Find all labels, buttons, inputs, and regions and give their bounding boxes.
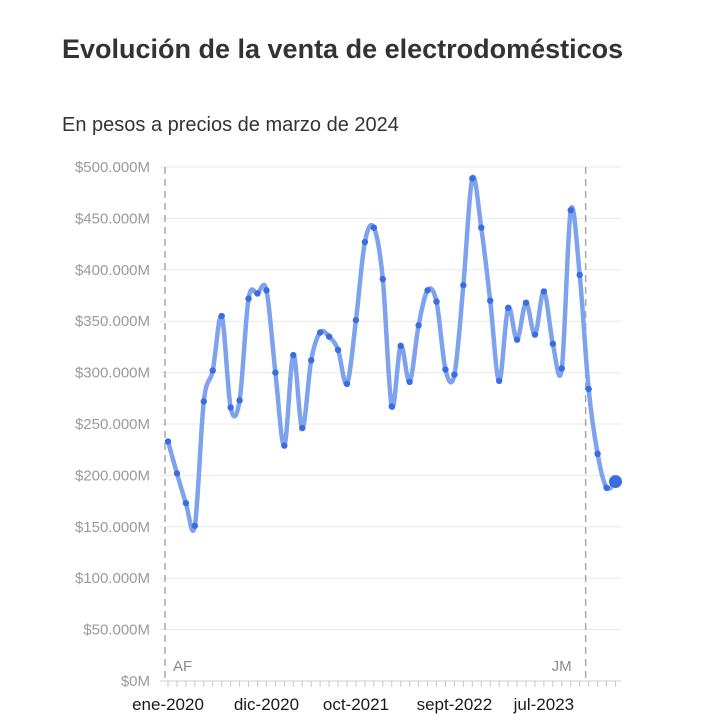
data-point [227, 404, 234, 411]
data-point [388, 403, 395, 410]
reference-lines: AF JM [164, 167, 587, 681]
data-point [361, 238, 369, 246]
data-point [469, 175, 476, 182]
data-point [334, 346, 342, 354]
x-axis-ticks: ene-2020 dic-2020 oct-2021 sept-2022 jul-202… [132, 681, 616, 714]
x-tick-label: dic-2020 [234, 695, 299, 714]
data-point [281, 442, 288, 449]
y-tick-label: $150.000M [75, 519, 150, 536]
data-point [263, 287, 270, 294]
data-point [504, 304, 512, 312]
series-line [165, 174, 618, 533]
y-tick-label: $450.000M [75, 210, 150, 227]
data-point [164, 438, 172, 445]
data-point [397, 342, 404, 350]
data-point [585, 385, 592, 393]
data-point [576, 271, 583, 279]
data-point [603, 484, 610, 491]
data-point [308, 357, 315, 364]
data-point [522, 299, 530, 306]
data-point [299, 424, 306, 432]
x-tick-label: jul-2023 [513, 695, 575, 714]
data-point [236, 397, 243, 404]
latest-data-point [609, 475, 622, 489]
y-tick-label: $50.000M [83, 622, 150, 639]
chart-title: Evolución de la venta de electrodoméstic… [62, 34, 624, 64]
y-tick-label: $100.000M [75, 570, 150, 587]
data-point [442, 366, 449, 373]
y-tick-label: $200.000M [75, 467, 150, 484]
data-point [254, 290, 261, 297]
x-tick-label: ene-2020 [132, 695, 204, 714]
data-point [540, 288, 548, 295]
x-tick-label: sept-2022 [417, 695, 493, 714]
y-tick-label: $300.000M [75, 365, 150, 382]
y-tick-label: $350.000M [75, 313, 150, 330]
y-tick-label: $250.000M [75, 416, 150, 433]
data-point [191, 522, 199, 529]
data-point [415, 322, 422, 329]
data-point [316, 329, 324, 336]
x-tick-label: oct-2021 [323, 695, 389, 714]
data-point [182, 499, 190, 507]
data-point [352, 316, 360, 324]
chart-subtitle: En pesos a precios de marzo de 2024 [62, 114, 399, 136]
data-point [325, 333, 333, 340]
data-point [531, 331, 539, 338]
data-point [406, 378, 413, 386]
data-point [433, 298, 440, 305]
y-tick-label: $0M [121, 673, 150, 690]
gridlines [160, 166, 621, 682]
annotation-label: AF [173, 658, 192, 675]
data-point [558, 365, 565, 372]
data-point [173, 470, 181, 477]
annotation-label: JM [552, 658, 572, 675]
data-point [451, 371, 458, 378]
data-point [245, 295, 252, 302]
data-point [594, 450, 601, 458]
data-point [487, 297, 494, 304]
data-point [549, 340, 557, 348]
data-point [513, 336, 521, 343]
series-layer [164, 174, 622, 533]
data-point [460, 282, 467, 289]
data-point [290, 351, 297, 359]
data-point [343, 380, 351, 388]
data-point [218, 312, 225, 320]
data-point [478, 224, 485, 231]
data-point [370, 224, 378, 231]
data-point [567, 206, 574, 214]
data-point [495, 377, 503, 385]
data-point [200, 398, 207, 405]
y-tick-label: $400.000M [75, 262, 150, 279]
data-point [379, 275, 386, 283]
y-tick-label: $500.000M [75, 159, 150, 176]
data-point [424, 287, 431, 294]
data-point [272, 369, 279, 376]
y-axis-ticks: $0M $50.000M $100.000M $150.000M $200.000M $2… [75, 159, 150, 690]
data-point [209, 367, 216, 374]
